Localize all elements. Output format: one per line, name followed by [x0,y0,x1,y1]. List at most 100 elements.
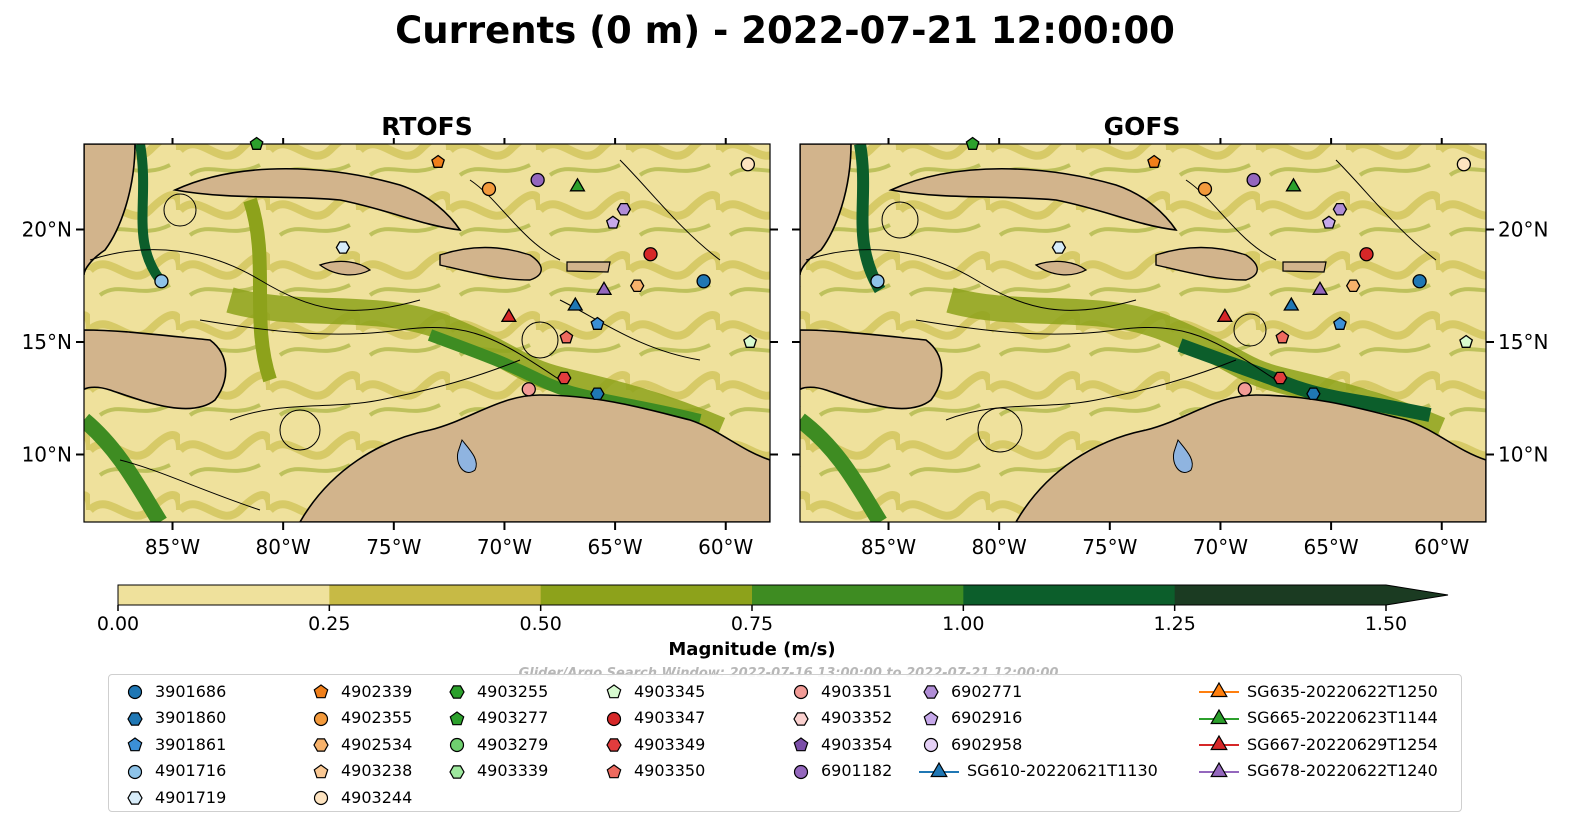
legend-label: 4903244 [341,787,413,807]
legend-entry-4903255: 4903255 [445,679,548,703]
legend-marker-icon [127,684,143,700]
platform-marker-4903345 [1459,334,1474,348]
x-tick-label: 80°W [972,535,1027,559]
legend-entry-3901686: 3901686 [123,679,226,703]
legend-marker-icon [606,711,622,726]
platform-marker-4903347 [643,247,658,262]
colorbar-segment [963,585,1176,605]
legend-entry-4903277: 4903277 [445,706,548,730]
platform-marker-3901861 [1333,316,1347,330]
lake-maracaibo [456,438,477,473]
colorbar-label: Magnitude (m/s) [668,639,835,660]
y-tick-label: 15°N [1498,330,1548,354]
colorbar-tick-label: 0.50 [520,613,562,635]
platform-marker-4903277 [249,136,264,150]
legend-marker-icon [313,738,329,752]
legend-marker-icon [127,711,143,726]
colorbar: 0.00 0.25 0.50 0.75 1.00 1.25 1.50 Magnitude (… [97,584,1449,660]
legend-entry-SG610-20220621T1130: SG610-20220621T1130 [919,759,1158,783]
colorbar-segment [540,585,753,605]
platform-marker-3901686 [696,274,711,289]
legend-marker-icon [606,738,622,752]
legend-label: 4903347 [634,708,706,727]
legend-entry-4903352: 4903352 [789,706,892,730]
legend-entry-4901716: 4901716 [123,759,226,783]
legend-entry-3901860: 3901860 [123,706,226,730]
x-tick-label: 70°W [1193,535,1248,559]
streamlines-rtofs [89,159,721,511]
legend-marker-icon [923,685,939,699]
legend-marker-icon [793,711,809,726]
platform-marker-6902771 [1332,202,1348,216]
platform-marker-4901716 [154,274,169,289]
legend-label: 6902771 [951,681,1023,701]
platform-marker-SG665-20220623T1144 [1285,177,1302,192]
map-gofs [800,144,1486,522]
legend-label: SG678-20220622T1240 [1247,761,1438,780]
y-tick-label: 15°N [22,330,72,354]
legend-entry-6902771: 6902771 [919,679,1022,703]
legend-marker-icon [313,763,329,778]
y-tick-label: 10°N [22,443,72,467]
x-tick-label: 85°W [145,535,200,559]
legend-entry-6902958: 6902958 [919,732,1022,756]
x-tick-label: 60°W [698,535,753,559]
x-tick-label: 65°W [1303,535,1358,559]
legend-label: 3901861 [155,734,227,754]
legend-marker-icon [127,764,143,779]
legend-marker-icon [313,790,329,806]
legend-label: SG635-20220622T1250 [1247,681,1438,701]
legend-entry-4903238: 4903238 [309,759,412,783]
platform-marker-SG665-20220623T1144 [569,177,586,192]
platform-marker-6902771 [616,202,632,216]
platform-marker-4903350 [1275,330,1290,344]
x-tick-label: 75°W [1082,535,1137,559]
platform-marker-4902339 [431,154,445,168]
platform-marker-SG610-20220621T1130 [567,296,584,311]
legend-entry-4902339: 4902339 [309,679,412,703]
legend-label: 4901716 [155,761,227,780]
platform-marker-3901861 [590,316,605,330]
legend-entry-4903279: 4903279 [445,732,548,756]
legend-marker-icon [313,684,329,699]
legend-marker-icon [606,763,622,778]
land-cuba [172,167,462,232]
legend-marker-icon [793,764,809,779]
legend-marker-icon [313,711,329,726]
legend-label: 4901719 [155,787,227,807]
panel-rtofs: RTOFS [22,112,778,559]
legend-entry-4903244: 4903244 [309,785,412,809]
legend-label: 6902916 [951,708,1023,727]
legend-entry-SG678-20220622T1240: SG678-20220622T1240 [1199,759,1438,783]
streamlines-gofs [805,159,1437,453]
platform-marker-4902534 [1345,279,1361,293]
panel-gofs: GOFS 85°W 80 [792,112,1548,559]
platform-marker-4901719 [1051,241,1067,254]
legend-entry-6901182: 6901182 [789,759,892,783]
legend-label: 4903339 [477,761,549,780]
platform-marker-4901719 [335,241,351,254]
platform-marker-4902534 [629,279,645,293]
x-tick-label: 65°W [587,535,642,559]
platform-marker-4902355 [481,181,497,197]
legend-label: 6902958 [951,734,1023,754]
platform-marker-6902916 [1321,215,1336,229]
legend-marker-icon [919,761,959,777]
platform-marker-4901716 [870,274,885,289]
legend-marker-icon [449,737,465,753]
legend-entry-4903345: 4903345 [602,679,705,703]
land-puerto-rico [566,261,611,273]
platform-marker-SG610-20220621T1130 [1283,296,1300,311]
platform-marker-4902355 [1197,181,1213,197]
map-frame-gofs [799,143,1487,523]
legend-marker-icon [923,710,939,725]
current-band-caribbean [226,287,726,442]
map-frame-rtofs [83,143,771,523]
legend-marker-icon [1199,708,1239,724]
legend-marker-icon [923,737,939,753]
legend-marker-icon [449,764,465,779]
platform-marker-4903351 [521,382,536,397]
platform-marker-6901182 [1246,172,1261,188]
platform-marker-4903350 [559,330,574,344]
map-rtofs [84,144,770,522]
